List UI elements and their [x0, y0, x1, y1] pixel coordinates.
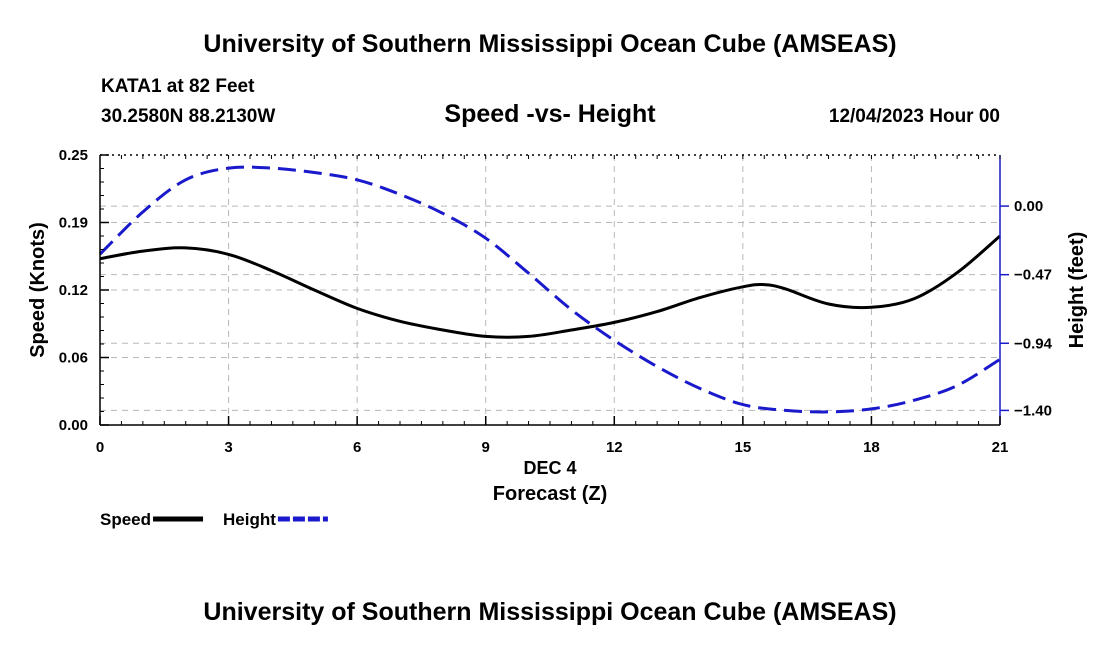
y-tick-label: 0.12	[59, 282, 88, 299]
y-tick-label: 0.00	[59, 417, 88, 434]
y-axis-title: Speed (Knots)	[27, 222, 49, 358]
legend: Speed Height	[100, 510, 328, 529]
x-tick-label: 0	[96, 439, 104, 456]
y-tick-label: 0.19	[59, 215, 88, 232]
legend-label-height: Height	[223, 510, 276, 529]
y2-tick-label: −0.94	[1014, 335, 1053, 352]
x-tick-label: 3	[224, 439, 232, 456]
coordinates-label: 30.2580N 88.2130W	[101, 106, 276, 127]
y-tick-label: 0.25	[59, 147, 88, 164]
x-tick-label: 18	[863, 439, 880, 456]
y2-tick-label: 0.00	[1014, 198, 1043, 215]
forecast-datetime: 12/04/2023 Hour 00	[828, 106, 1000, 127]
series-layer	[98, 165, 1001, 414]
chart-title: University of Southern Mississippi Ocean…	[203, 30, 897, 58]
axis-labels: 0 3 6 9 12 15 18 21 0.00 0.06 0.12 0.19 0.25 0.00 −0.4…	[27, 147, 1088, 505]
x-tick-label: 6	[353, 439, 361, 456]
height-series-line	[98, 165, 1001, 414]
station-label: KATA1 at 82 Feet	[101, 76, 255, 97]
x-tick-label: 9	[482, 439, 490, 456]
y2-tick-label: −0.47	[1014, 267, 1052, 284]
grid	[100, 155, 1000, 425]
legend-label-speed: Speed	[100, 510, 151, 529]
x-axis-date-label: DEC 4	[523, 458, 576, 478]
axes	[99, 154, 1009, 426]
y2-axis-title: Height (feet)	[1066, 232, 1088, 349]
x-axis-title: Forecast (Z)	[493, 483, 607, 505]
chart-subtitle: Speed -vs- Height	[444, 100, 656, 128]
y2-tick-label: −1.40	[1014, 402, 1052, 419]
y-tick-label: 0.06	[59, 350, 88, 367]
x-tick-label: 15	[735, 439, 752, 456]
x-tick-label: 12	[606, 439, 623, 456]
footer-title: University of Southern Mississippi Ocean…	[203, 598, 897, 626]
speed-series-line	[99, 234, 1001, 339]
x-tick-label: 21	[992, 439, 1009, 456]
